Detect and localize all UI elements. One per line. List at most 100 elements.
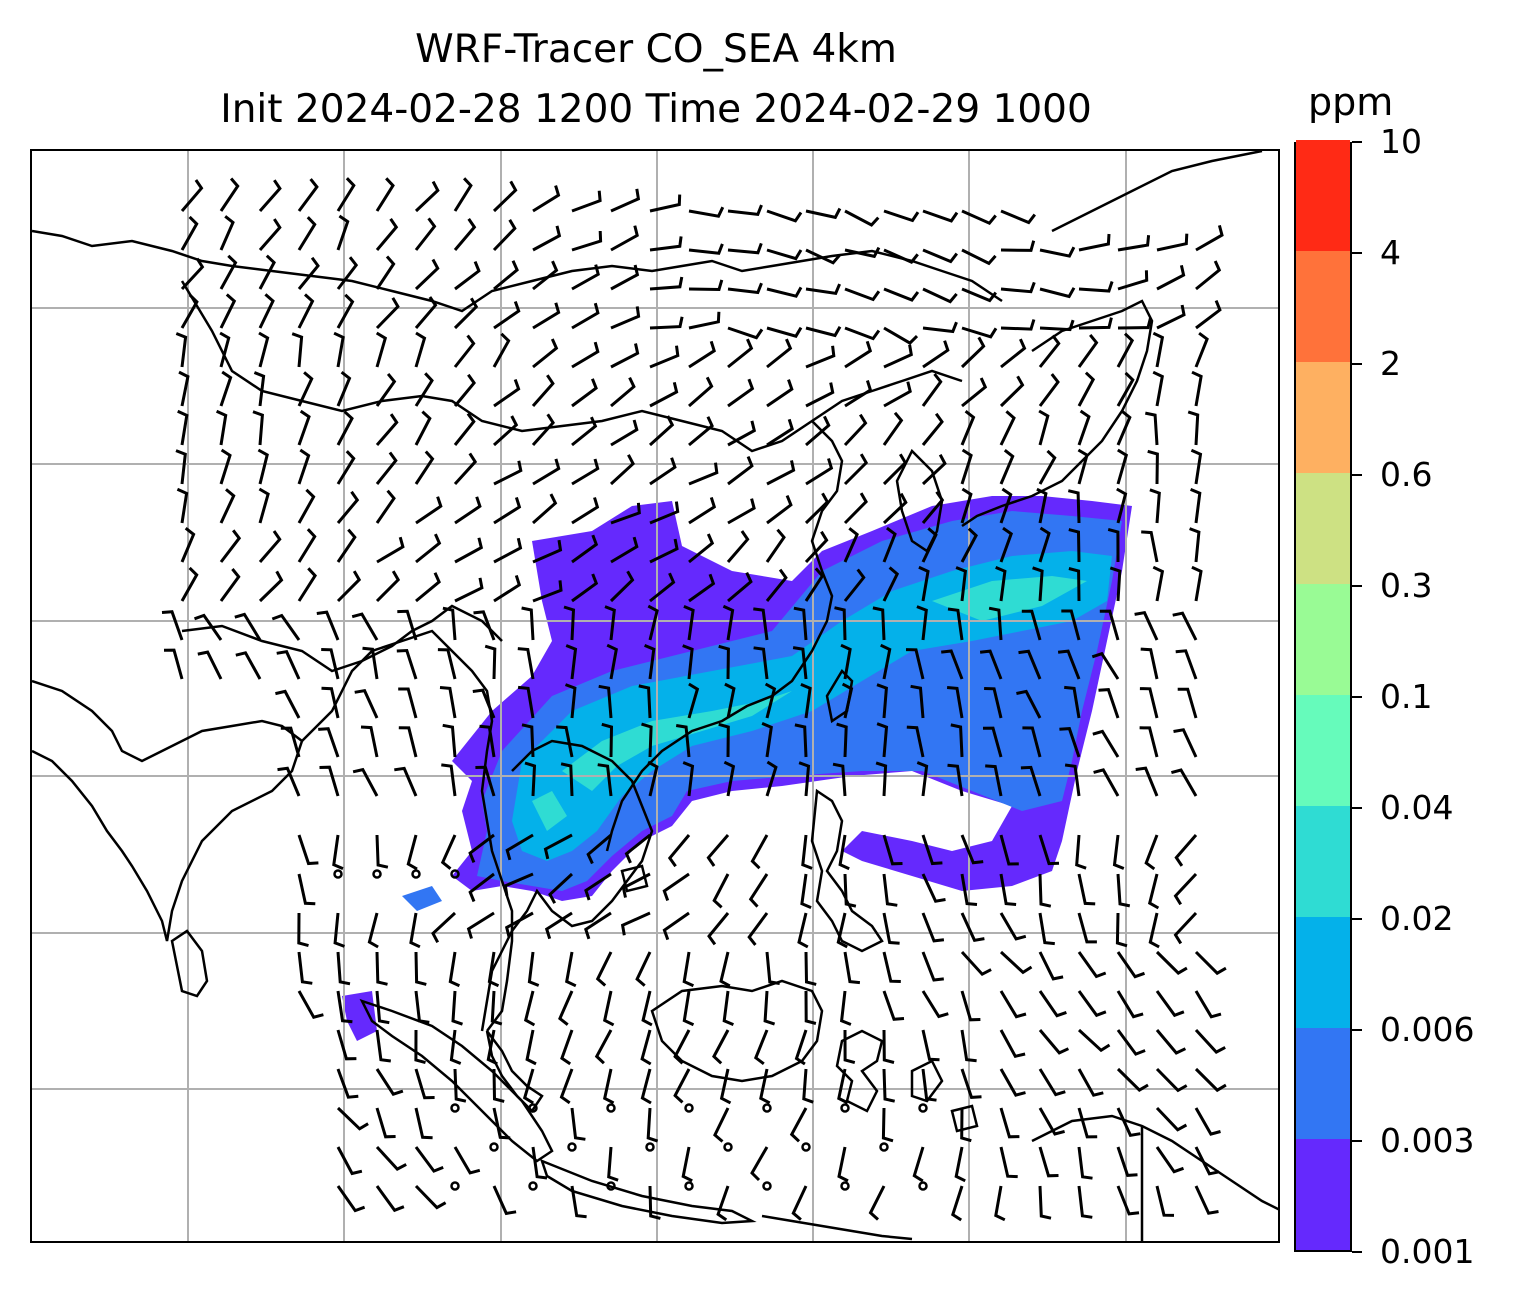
wind-barb <box>667 834 691 868</box>
wind-barb <box>960 1068 982 1099</box>
wind-barb <box>727 242 763 255</box>
wind-barb <box>215 409 228 446</box>
wind-barb <box>1194 1028 1226 1054</box>
wind-barb <box>1038 912 1055 946</box>
wind-barb <box>1068 567 1081 602</box>
wind-barb <box>1177 687 1198 719</box>
wind-barb <box>832 762 847 797</box>
wind-barb <box>1077 1028 1111 1053</box>
wind-barb <box>1147 873 1160 910</box>
map-canvas[interactable] <box>32 151 1280 1243</box>
wind-barb <box>531 374 555 407</box>
wind-barb <box>688 496 717 525</box>
wind-barb <box>982 726 1003 758</box>
colorbar-segment <box>1296 1027 1350 1139</box>
wind-barb <box>918 565 930 602</box>
wind-barb <box>1077 912 1097 944</box>
wind-barb <box>493 574 522 603</box>
wind-barb <box>1067 489 1081 524</box>
wind-barb <box>376 536 405 564</box>
coast-philippines <box>810 788 884 953</box>
wind-barb <box>955 566 968 602</box>
wind-barb <box>594 1029 613 1065</box>
wind-barb <box>1038 334 1061 368</box>
wind-barb <box>1099 609 1120 641</box>
wind-barb <box>291 332 304 368</box>
wind-barb <box>921 951 944 982</box>
colorbar-tick-label: 0.006 <box>1380 1010 1475 1049</box>
wind-barb <box>727 282 763 295</box>
calm-marker <box>528 1181 538 1191</box>
tracer-level-small-1 <box>342 991 377 1041</box>
wind-barb <box>882 912 900 945</box>
wind-barb <box>1077 1068 1104 1097</box>
wind-barb <box>766 326 803 338</box>
wind-barb <box>1075 834 1087 870</box>
wind-barb <box>1155 1067 1188 1093</box>
coast-lesser-sunda <box>761 1214 913 1241</box>
wind-barb <box>1156 304 1186 330</box>
wind-barb <box>454 577 484 603</box>
wind-barb <box>336 951 351 986</box>
coast-russia-far-east <box>1051 151 1263 233</box>
wind-barb <box>1152 331 1165 368</box>
wind-barb <box>804 990 817 1025</box>
wind-barb <box>602 990 615 1027</box>
wind-barb <box>750 1146 769 1182</box>
wind-barb <box>543 833 573 860</box>
map-panel[interactable] <box>30 149 1280 1243</box>
wind-barb <box>584 872 612 901</box>
wind-barb <box>276 650 301 680</box>
wind-barb <box>414 450 435 485</box>
wind-barb <box>570 1107 586 1141</box>
wind-barb <box>1147 449 1159 485</box>
wind-barb <box>280 726 301 758</box>
wind-barb <box>1117 270 1149 291</box>
wind-barb <box>718 644 730 680</box>
coast-taiwan <box>825 668 854 724</box>
colorbar-segment <box>1296 694 1350 806</box>
wind-barb <box>766 209 803 223</box>
wind-barb <box>493 378 521 408</box>
wind-barb <box>571 341 600 369</box>
wind-barb <box>921 453 947 486</box>
wind-barb <box>941 649 964 680</box>
calm-marker <box>918 1103 928 1113</box>
wind-barb <box>876 683 888 719</box>
wind-barb <box>415 533 442 564</box>
wind-barb <box>375 951 388 986</box>
wind-barb <box>375 451 398 485</box>
wind-barb <box>558 990 574 1026</box>
wind-barb <box>984 687 1003 719</box>
wind-barb <box>916 761 929 797</box>
wind-barb <box>882 951 901 983</box>
wind-barb <box>571 264 600 291</box>
wind-barb <box>882 566 900 602</box>
wind-barb <box>492 415 519 447</box>
wind-barb <box>1190 448 1203 485</box>
coast-china-east <box>605 420 844 852</box>
wind-barb <box>688 376 714 408</box>
wind-barb <box>1152 565 1165 602</box>
wind-barb <box>999 410 1016 446</box>
wind-barb <box>921 873 946 903</box>
wind-barb <box>610 502 641 525</box>
wind-barb <box>1191 370 1203 407</box>
wind-barb <box>836 912 848 949</box>
wind-barb <box>649 538 679 564</box>
wind-barb <box>641 722 653 758</box>
wind-barb <box>409 912 421 949</box>
wind-barb <box>601 722 614 758</box>
wind-barb <box>635 951 652 987</box>
wind-barb <box>571 302 600 330</box>
wind-barb <box>1112 834 1125 870</box>
wind-barb <box>375 1068 404 1096</box>
wind-barb <box>1116 1146 1138 1177</box>
wind-barb <box>727 204 763 217</box>
calm-marker <box>684 1181 694 1191</box>
wind-barb <box>333 331 345 368</box>
wind-barb <box>1149 488 1161 524</box>
wind-barb <box>764 682 777 719</box>
wind-barb <box>492 1107 511 1140</box>
wind-barb <box>882 411 904 446</box>
